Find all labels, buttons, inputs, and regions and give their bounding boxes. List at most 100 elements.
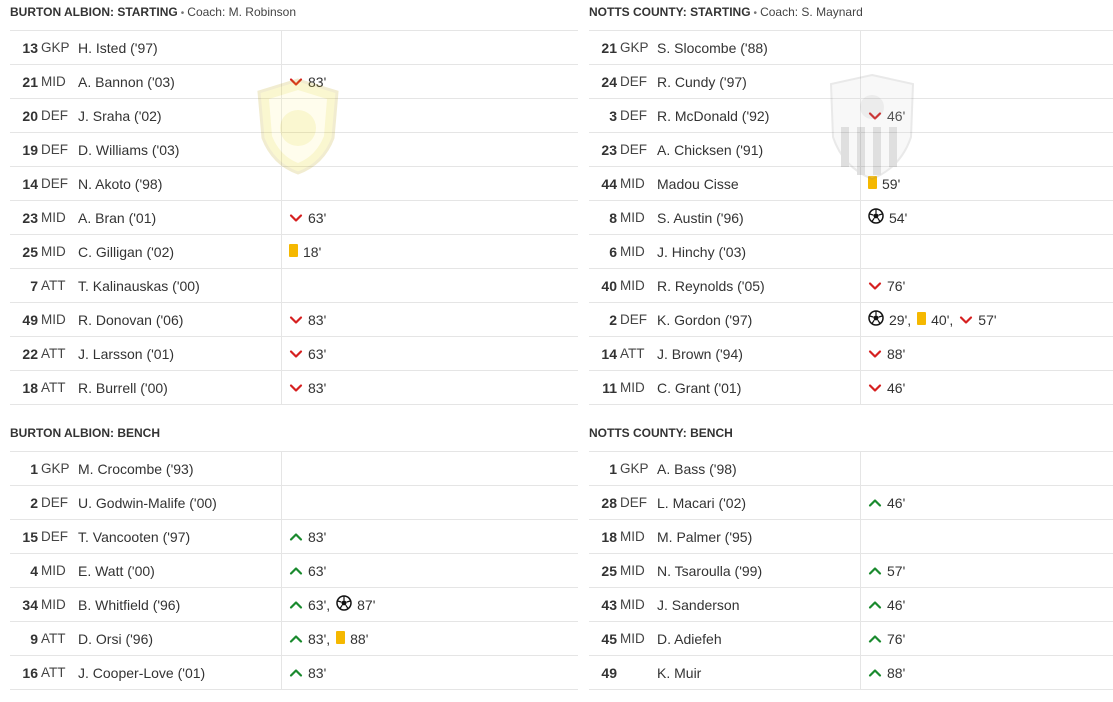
player-row: 3 DEF R. McDonald ('92) 46' (589, 98, 1113, 133)
match-events: 63', 87' (281, 587, 578, 622)
player-row: 21 MID A. Bannon ('03) 83' (10, 64, 578, 99)
event-minute: 83' (308, 311, 327, 328)
player-name[interactable]: R. Donovan ('06) (78, 311, 184, 328)
chevron-down-red-icon (959, 312, 973, 328)
player-name[interactable]: T. Vancooten ('97) (78, 528, 191, 545)
player-name[interactable]: M. Crocombe ('93) (78, 460, 194, 477)
shirt-number: 45 (601, 630, 617, 647)
match-events: 57' (860, 553, 1113, 588)
player-name[interactable]: K. Muir (657, 664, 702, 681)
header-separator-dot: • (180, 8, 185, 19)
chevron-down-red-icon (289, 210, 303, 226)
player-row: 22 ATT J. Larsson ('01) 63' (10, 336, 578, 371)
player-row: 49 MID R. Donovan ('06) 83' (10, 302, 578, 337)
player-position: DEF (620, 142, 647, 157)
event-minute: 57' (978, 311, 997, 328)
chevron-down-red-icon (868, 346, 882, 362)
player-row: 20 DEF J. Sraha ('02) (10, 98, 578, 133)
player-name[interactable]: Madou Cisse (657, 175, 739, 192)
match-event: 29', (868, 310, 917, 329)
chevron-down-red-icon (868, 278, 882, 294)
player-name[interactable]: L. Macari ('02) (657, 494, 747, 511)
shirt-number: 3 (609, 107, 617, 124)
player-row: 4 MID E. Watt ('00) 63' (10, 553, 578, 588)
event-minute: 76' (887, 630, 906, 647)
player-row: 24 DEF R. Cundy ('97) (589, 64, 1113, 99)
player-row: 25 MID C. Gilligan ('02) 18' (10, 234, 578, 269)
chevron-up-green-icon (868, 597, 882, 613)
player-name[interactable]: A. Chicksen ('91) (657, 141, 764, 158)
shirt-number: 43 (601, 596, 617, 613)
player-position: MID (41, 74, 66, 89)
match-events: 88' (860, 336, 1113, 371)
event-minute: 83' (308, 528, 327, 545)
player-name[interactable]: R. Cundy ('97) (657, 73, 747, 90)
event-minute: 46' (887, 107, 906, 124)
player-name[interactable]: M. Palmer ('95) (657, 528, 753, 545)
player-name[interactable]: A. Bass ('98) (657, 460, 737, 477)
chevron-up-green-icon (289, 631, 303, 647)
match-events: 59' (860, 166, 1113, 201)
player-position: GKP (41, 40, 70, 55)
player-name[interactable]: S. Austin ('96) (657, 209, 744, 226)
player-position: DEF (620, 495, 647, 510)
event-minute: 46' (887, 596, 906, 613)
player-position: MID (620, 529, 645, 544)
home-starting-table: 13 GKP H. Isted ('97) 21 MID A. Bannon ('03) 8… (10, 30, 578, 405)
player-name[interactable]: R. McDonald ('92) (657, 107, 770, 124)
match-events: 83' (281, 655, 578, 690)
player-name[interactable]: E. Watt ('00) (78, 562, 155, 579)
player-row: 6 MID J. Hinchy ('03) (589, 234, 1113, 269)
player-row: 21 GKP S. Slocombe ('88) (589, 30, 1113, 65)
player-name[interactable]: A. Bannon ('03) (78, 73, 175, 90)
match-event: 76' (868, 278, 905, 294)
player-position: MID (620, 380, 645, 395)
match-event: 88' (336, 630, 368, 647)
match-event: 63', (289, 597, 336, 613)
event-minute: 83' (308, 630, 327, 647)
player-name[interactable]: D. Williams ('03) (78, 141, 180, 158)
player-name[interactable]: R. Burrell ('00) (78, 379, 168, 396)
player-name[interactable]: C. Grant ('01) (657, 379, 742, 396)
away-bench-section: NOTTS COUNTY: BENCH 1 GKP A. Bass ('98) 28 D… (589, 421, 1113, 690)
player-name[interactable]: D. Orsi ('96) (78, 630, 154, 647)
player-name[interactable]: S. Slocombe ('88) (657, 39, 768, 56)
player-position: DEF (41, 495, 68, 510)
player-name[interactable]: J. Sraha ('02) (78, 107, 162, 124)
chevron-down-red-icon (868, 108, 882, 124)
player-name[interactable]: R. Reynolds ('05) (657, 277, 765, 294)
player-name[interactable]: H. Isted ('97) (78, 39, 158, 56)
away-starting-header: NOTTS COUNTY: STARTING • Coach: S. Maynard (589, 0, 1113, 24)
player-name[interactable]: N. Tsaroulla ('99) (657, 562, 763, 579)
event-separator: , (949, 311, 954, 328)
player-name[interactable]: C. Gilligan ('02) (78, 243, 175, 260)
player-row: 1 GKP M. Crocombe ('93) (10, 451, 578, 486)
player-name[interactable]: B. Whitfield ('96) (78, 596, 181, 613)
player-name[interactable]: J. Larsson ('01) (78, 345, 175, 362)
player-name[interactable]: N. Akoto ('98) (78, 175, 163, 192)
player-name[interactable]: A. Bran ('01) (78, 209, 157, 226)
shirt-number: 25 (601, 562, 617, 579)
player-name[interactable]: K. Gordon ('97) (657, 311, 753, 328)
player-position: MID (41, 563, 66, 578)
player-name[interactable]: D. Adiefeh (657, 630, 722, 647)
match-events: 83', 88' (281, 621, 578, 656)
player-name[interactable]: J. Cooper-Love ('01) (78, 664, 206, 681)
player-position: MID (620, 597, 645, 612)
match-events (860, 519, 1113, 554)
player-row: 18 MID M. Palmer ('95) (589, 519, 1113, 554)
event-minute: 83' (308, 73, 327, 90)
player-name[interactable]: J. Sanderson (657, 596, 740, 613)
player-name[interactable]: U. Godwin-Malife ('00) (78, 494, 217, 511)
shirt-number: 18 (22, 379, 38, 396)
player-name[interactable]: J. Brown ('94) (657, 345, 743, 362)
match-event: 59' (868, 175, 900, 192)
home-bench-table: 1 GKP M. Crocombe ('93) 2 DEF U. Godwin-Malif… (10, 451, 578, 690)
player-row: 2 DEF U. Godwin-Malife ('00) (10, 485, 578, 520)
player-name[interactable]: T. Kalinauskas ('00) (78, 277, 200, 294)
match-event: 46' (868, 380, 905, 396)
shirt-number: 15 (22, 528, 38, 545)
player-name[interactable]: J. Hinchy ('03) (657, 243, 747, 260)
match-events: 83' (281, 64, 578, 99)
match-events: 46' (860, 370, 1113, 405)
